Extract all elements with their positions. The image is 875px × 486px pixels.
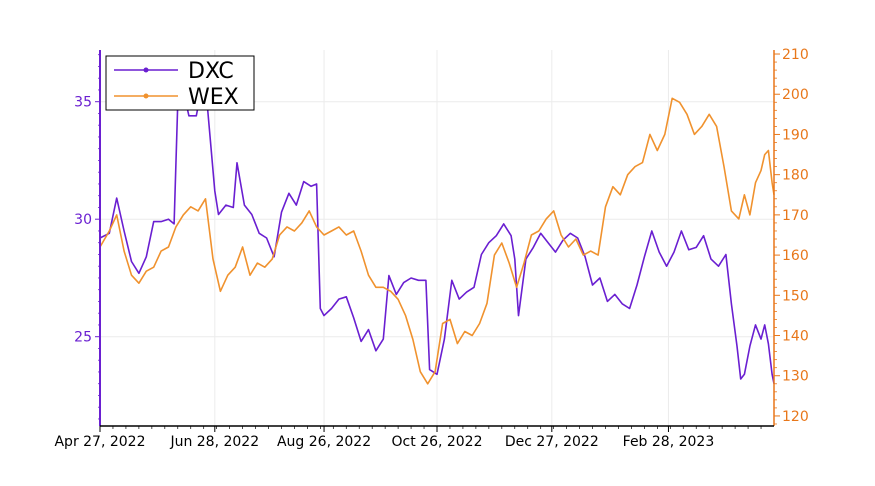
y-right-tick-label: 150 — [782, 288, 809, 304]
x-tick-label: Oct 26, 2022 — [392, 434, 483, 450]
series-line-dxc — [99, 82, 775, 384]
legend-box — [105, 55, 255, 111]
x-tick-label: Apr 27, 2022 — [54, 434, 145, 450]
y-left-tick-label: 35 — [74, 95, 92, 111]
y-left-tick-label: 25 — [74, 330, 92, 346]
y-right-tick-label: 120 — [782, 409, 809, 425]
y-right-tick-label: 130 — [782, 369, 809, 385]
legend-marker-dxc — [143, 67, 149, 73]
y-right-tick-label: 210 — [782, 47, 809, 63]
y-right-tick-label: 180 — [782, 168, 809, 184]
legend-marker-wex — [143, 93, 149, 99]
x-tick-label: Dec 27, 2022 — [505, 434, 599, 450]
y-right-tick-label: 160 — [782, 248, 809, 264]
x-tick-label: Feb 28, 2023 — [623, 434, 715, 450]
axes: 25 30 35 120 130 140 150 160 170 180 190 200 210 Apr … — [54, 47, 808, 450]
x-tick-label: Jun 28, 2022 — [169, 434, 259, 450]
y-right-tick-label: 140 — [782, 329, 809, 345]
y-right-tick-label: 170 — [782, 208, 809, 224]
y-right-tick-label: 200 — [782, 87, 809, 103]
series-layer — [99, 82, 775, 385]
x-tick-label: Aug 26, 2022 — [277, 434, 371, 450]
y-left-tick-label: 30 — [74, 212, 92, 228]
y-right-tick-label: 190 — [782, 127, 809, 143]
series-line-wex — [99, 97, 775, 385]
legend-label-wex: WEX — [188, 85, 239, 110]
legend-label-dxc: DXC — [188, 59, 234, 84]
